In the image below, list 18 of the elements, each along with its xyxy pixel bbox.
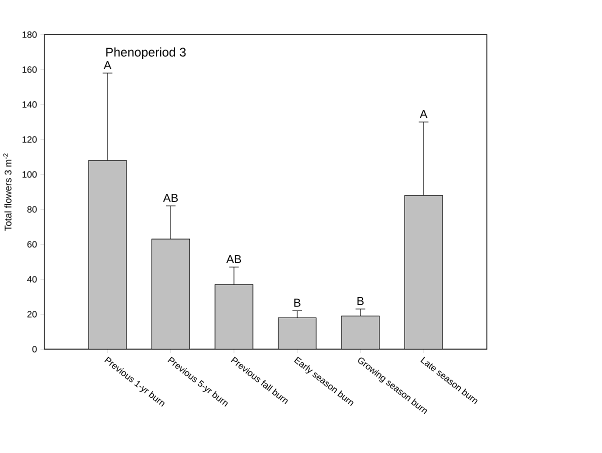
annotation: AB: [163, 194, 178, 202]
annotation: B: [358, 297, 364, 305]
annotation: B: [294, 298, 300, 307]
y-tick-label: 100: [22, 171, 37, 178]
y-tick-label: 120: [22, 136, 37, 143]
y-tick-label: 80: [27, 206, 37, 213]
annotation: Phenoperiod 3: [106, 47, 186, 60]
y-tick-label: 160: [22, 66, 37, 73]
annotation: A: [420, 110, 428, 118]
y-tick-label: 40: [27, 276, 37, 282]
y-tick-label: 140: [22, 101, 37, 108]
y-tick-label: 180: [22, 31, 37, 38]
y-axis-title: Total flowers 3 m$^{-2}$: [3, 154, 12, 231]
y-tick-label: 60: [27, 241, 37, 248]
y-tick-label: 20: [27, 310, 37, 318]
annotation: A: [104, 61, 112, 69]
y-tick-label: 0: [32, 346, 37, 352]
annotation: AB: [226, 255, 242, 263]
